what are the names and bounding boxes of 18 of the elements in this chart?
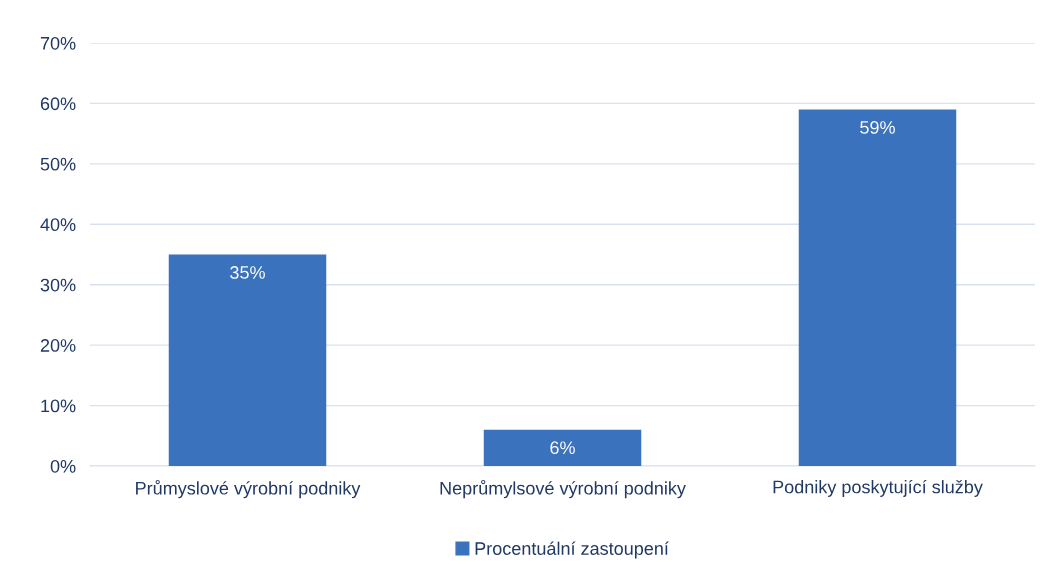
x-tick-label: Neprůmylsové výrobní podniky [440, 479, 686, 499]
y-tick-label: 30% [40, 278, 76, 292]
y-tick-label: 40% [40, 218, 76, 232]
bar [798, 109, 957, 466]
data-label: 6% [550, 441, 575, 455]
y-tick-label: 0% [50, 459, 76, 473]
y-tick-label: 70% [40, 36, 76, 50]
bar [483, 429, 642, 466]
y-tick-label: 20% [40, 339, 76, 352]
x-tick-label: Podniky poskytující služby [773, 479, 983, 497]
bar [168, 254, 327, 466]
data-label: 59% [860, 121, 895, 134]
y-tick-label: 50% [40, 157, 76, 171]
y-tick-label: 60% [40, 97, 76, 111]
legend-label: Procentuální zastoupení [475, 541, 669, 559]
y-tick-label: 10% [41, 399, 76, 413]
x-tick-label: Průmyslové výrobní podniky [136, 479, 361, 499]
data-label: 35% [230, 266, 265, 279]
